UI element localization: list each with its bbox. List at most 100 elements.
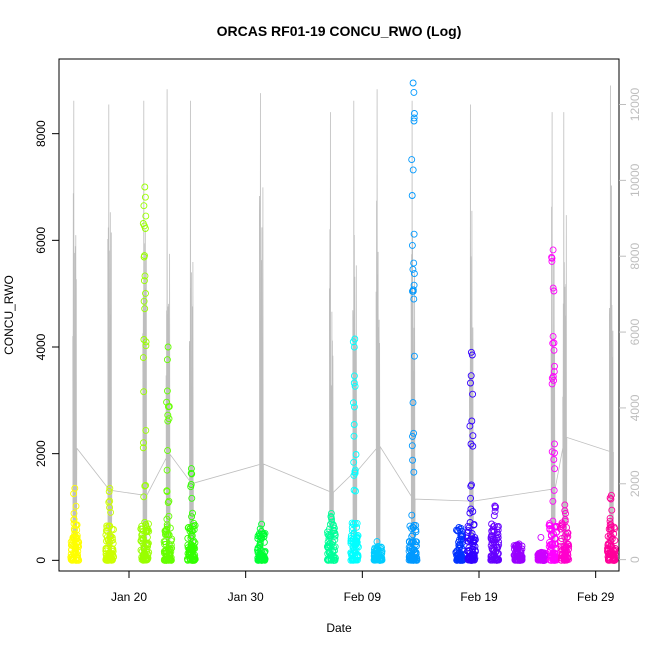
data-point xyxy=(469,432,477,440)
data-point xyxy=(373,546,381,554)
data-point xyxy=(606,517,614,525)
data-point xyxy=(70,525,78,533)
data-point xyxy=(408,442,416,450)
y2-tick-label: 12000 xyxy=(628,88,642,122)
data-point xyxy=(184,550,192,557)
data-point xyxy=(407,549,415,557)
data-point xyxy=(348,519,356,527)
data-point xyxy=(324,530,332,538)
data-point xyxy=(409,265,417,273)
data-point xyxy=(348,527,356,535)
data-point xyxy=(261,555,269,562)
data-point xyxy=(350,432,358,440)
data-point xyxy=(256,541,264,549)
data-point xyxy=(141,193,149,201)
data-point xyxy=(188,513,196,521)
data-point xyxy=(164,447,172,455)
data-point xyxy=(328,518,336,526)
data-point xyxy=(409,531,417,539)
data-point xyxy=(331,536,339,544)
data-point xyxy=(409,432,416,440)
data-point xyxy=(606,534,614,541)
y2-tick-label: 6000 xyxy=(628,318,642,345)
series-RF02 xyxy=(102,484,118,564)
data-point xyxy=(67,538,75,546)
data-point xyxy=(410,110,418,117)
data-point xyxy=(468,556,476,564)
data-point xyxy=(456,556,464,564)
data-point xyxy=(611,536,619,544)
data-point xyxy=(549,332,557,340)
data-point xyxy=(564,529,572,537)
data-point xyxy=(467,440,475,448)
data-point xyxy=(350,546,358,554)
data-point xyxy=(71,530,79,538)
data-point xyxy=(408,545,416,553)
data-point xyxy=(467,379,474,387)
y-tick-label: 2000 xyxy=(34,440,48,467)
data-point-max xyxy=(374,543,382,550)
data-point xyxy=(164,530,172,538)
data-point xyxy=(469,390,477,398)
series-RF14 xyxy=(510,540,526,564)
data-point xyxy=(103,524,111,532)
series-RF13 xyxy=(487,502,503,564)
data-point xyxy=(409,399,417,407)
data-point xyxy=(493,544,501,552)
data-point xyxy=(470,540,478,547)
data-point xyxy=(410,521,418,529)
y2-tick-label: 10000 xyxy=(628,163,642,197)
data-point xyxy=(139,354,147,362)
data-point xyxy=(548,257,556,265)
data-point xyxy=(471,536,479,544)
data-point xyxy=(550,376,558,384)
data-point xyxy=(70,515,78,523)
data-point-max xyxy=(549,246,557,254)
data-point xyxy=(186,556,194,564)
series-RF18 xyxy=(604,491,619,564)
series-RF07 xyxy=(323,509,339,564)
data-point xyxy=(163,387,171,395)
data-point-max xyxy=(514,541,522,549)
data-point xyxy=(608,543,616,551)
data-point-max xyxy=(327,509,335,517)
data-point xyxy=(548,380,556,388)
data-point xyxy=(409,166,417,174)
series-RF06 xyxy=(254,520,269,564)
data-point xyxy=(565,555,573,563)
data-point xyxy=(546,541,554,549)
data-point xyxy=(187,534,195,542)
data-point xyxy=(139,535,147,543)
data-point xyxy=(488,532,495,540)
data-point xyxy=(258,549,266,557)
data-point xyxy=(141,482,149,490)
data-point xyxy=(410,230,418,238)
data-point xyxy=(70,534,78,542)
data-point xyxy=(102,547,110,555)
data-point xyxy=(140,336,148,343)
data-point xyxy=(534,554,542,562)
data-point-max xyxy=(561,501,569,509)
data-point xyxy=(549,517,557,525)
data-point xyxy=(457,533,465,540)
data-point xyxy=(190,542,198,550)
data-point-max xyxy=(467,348,475,356)
x-axis-label: Date xyxy=(326,621,352,635)
data-point xyxy=(164,411,172,419)
data-point xyxy=(141,272,149,280)
y2-tick-label: 2000 xyxy=(628,470,642,497)
data-point xyxy=(561,556,569,564)
data-point xyxy=(140,552,148,560)
y-tick-label: 6000 xyxy=(34,227,48,254)
data-point xyxy=(102,544,110,552)
data-point xyxy=(607,526,615,534)
data-point xyxy=(551,465,559,473)
data-point xyxy=(406,522,414,530)
series-RF01 xyxy=(67,484,83,564)
data-point xyxy=(376,556,384,564)
y2-tick-label: 0 xyxy=(628,556,642,563)
y-tick-label: 0 xyxy=(34,557,48,564)
y2-tick-label: 8000 xyxy=(628,243,642,270)
data-point xyxy=(456,548,464,556)
